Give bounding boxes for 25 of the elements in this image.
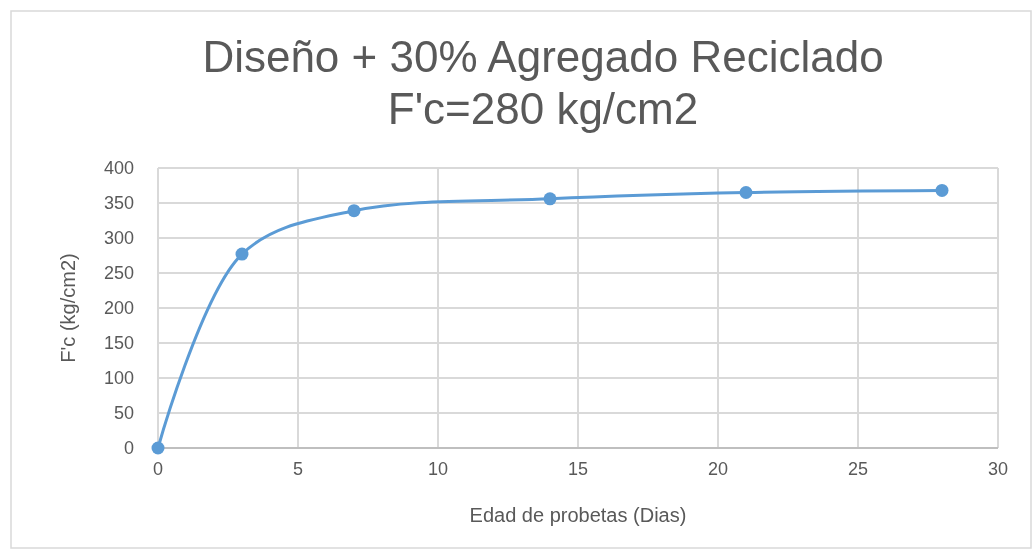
y-tick-label: 0	[123, 438, 134, 459]
x-tick-label: 5	[292, 459, 304, 479]
x-axis-title: Edad de probetas (Dias)	[469, 504, 687, 526]
y-tick-label: 150	[103, 333, 134, 354]
point	[151, 441, 165, 455]
point	[235, 247, 249, 261]
y-tick-label: 350	[103, 193, 134, 214]
x-tick-label: 0	[152, 459, 164, 479]
point	[739, 186, 753, 199]
y-tick-label: 400	[103, 158, 134, 179]
point	[347, 204, 361, 218]
point	[935, 183, 949, 197]
y-tick-label: 200	[103, 298, 134, 319]
y-axis-title: F'c (kg/cm2)	[57, 253, 79, 363]
point	[543, 192, 557, 206]
x-tick-label: 10	[427, 459, 449, 479]
chart-title: Diseño + 30% Agregado Reciclado F'c=280 kg/cm2	[202, 32, 884, 133]
x-tick-label: 30	[987, 459, 1009, 479]
y-tick-label: 250	[103, 263, 134, 284]
y-tick-label: 300	[103, 228, 134, 249]
y-tick-label: 50	[113, 403, 134, 424]
x-tick-label: 25	[847, 459, 869, 479]
y-tick-label: 100	[103, 368, 134, 389]
x-tick-label: 15	[567, 459, 589, 479]
x-tick-label: 20	[707, 459, 729, 479]
